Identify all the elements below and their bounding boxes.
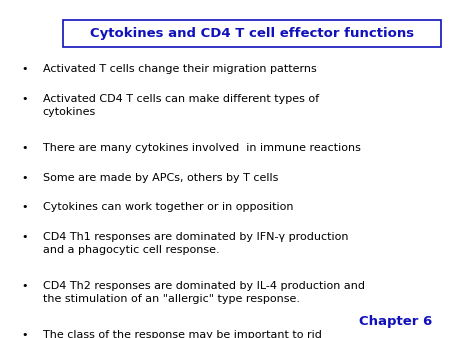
FancyBboxPatch shape xyxy=(63,20,441,47)
Text: •: • xyxy=(22,64,28,74)
Text: Activated T cells change their migration patterns: Activated T cells change their migration… xyxy=(43,64,316,74)
Text: There are many cytokines involved  in immune reactions: There are many cytokines involved in imm… xyxy=(43,143,360,153)
Text: Chapter 6: Chapter 6 xyxy=(359,315,432,328)
Text: •: • xyxy=(22,281,28,291)
Text: •: • xyxy=(22,94,28,104)
Text: •: • xyxy=(22,330,28,338)
Text: •: • xyxy=(22,143,28,153)
Text: Some are made by APCs, others by T cells: Some are made by APCs, others by T cells xyxy=(43,173,278,183)
Text: •: • xyxy=(22,173,28,183)
Text: •: • xyxy=(22,202,28,213)
Text: Cytokines and CD4 T cell effector functions: Cytokines and CD4 T cell effector functi… xyxy=(90,27,414,40)
Text: The class of the response may be important to rid
particular kinds of infections: The class of the response may be importa… xyxy=(43,330,322,338)
Text: CD4 Th2 responses are dominated by IL-4 production and
the stimulation of an "al: CD4 Th2 responses are dominated by IL-4 … xyxy=(43,281,365,304)
Text: Activated CD4 T cells can make different types of
cytokines: Activated CD4 T cells can make different… xyxy=(43,94,319,117)
Text: CD4 Th1 responses are dominated by IFN-γ production
and a phagocytic cell respon: CD4 Th1 responses are dominated by IFN-γ… xyxy=(43,232,348,255)
Text: Cytokines can work together or in opposition: Cytokines can work together or in opposi… xyxy=(43,202,293,213)
Text: •: • xyxy=(22,232,28,242)
